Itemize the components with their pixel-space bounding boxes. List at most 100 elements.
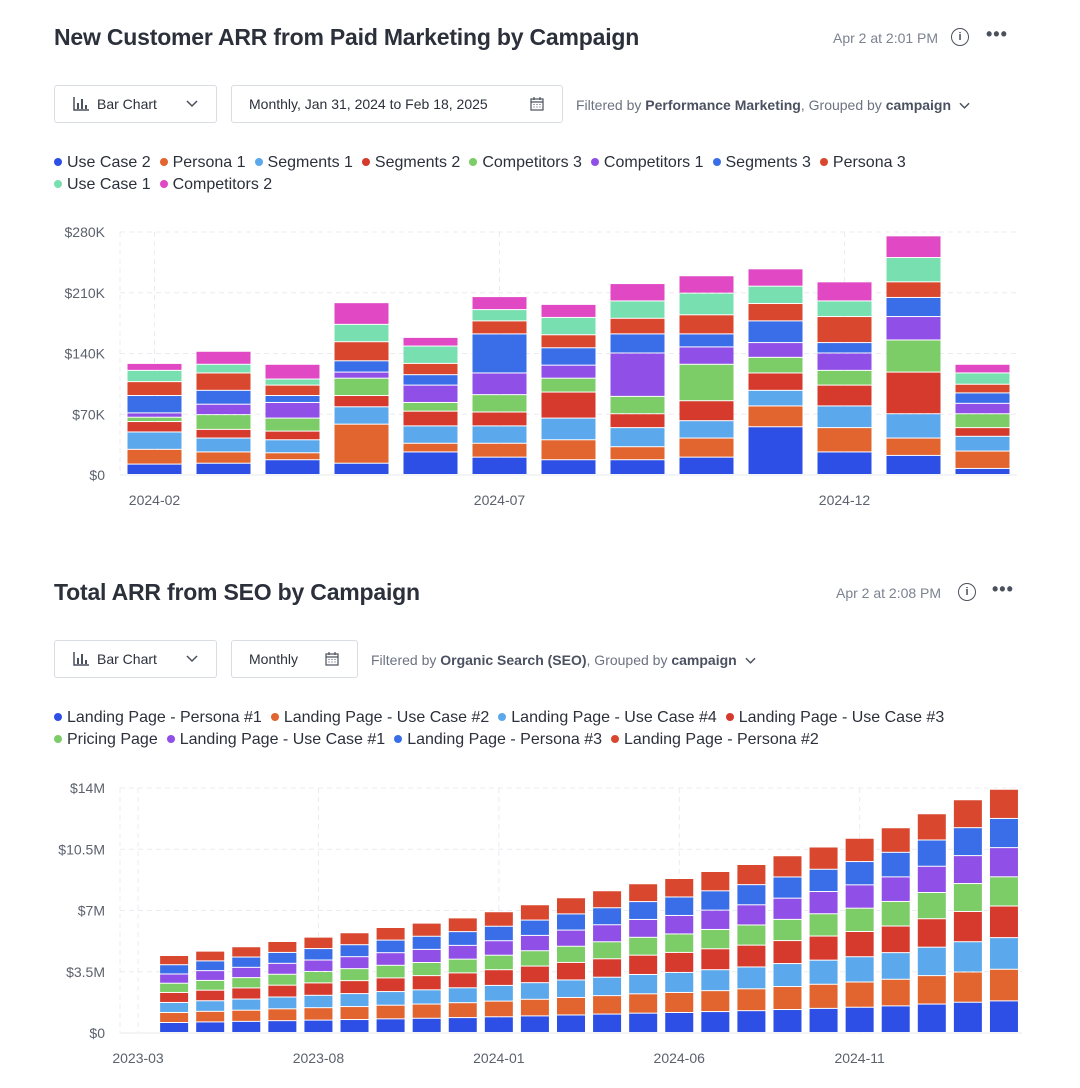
bar-segment[interactable] [541,335,596,348]
bar-segment[interactable] [665,934,694,952]
bar-segment[interactable] [748,321,803,343]
bar-segment[interactable] [610,396,665,414]
bar-segment[interactable] [817,343,872,353]
bar-segment[interactable] [817,301,872,317]
bar-segment[interactable] [881,877,910,901]
bar-segment[interactable] [629,974,658,994]
bar-segment[interactable] [340,1007,369,1020]
bar-segment[interactable] [845,1007,874,1032]
bar-segment[interactable] [334,463,389,474]
bar-segment[interactable] [886,297,941,317]
bar-segment[interactable] [196,429,251,438]
bar-segment[interactable] [334,361,389,372]
bar-segment[interactable] [737,945,766,967]
bar-segment[interactable] [809,1008,838,1032]
bar-segment[interactable] [809,960,838,984]
legend-item[interactable]: Persona 1 [159,152,246,174]
bar-segment[interactable] [520,983,549,999]
bar-segment[interactable] [268,1009,297,1021]
legend-item[interactable]: Segments 1 [254,152,353,174]
bar-segment[interactable] [304,971,333,983]
bar-segment[interactable] [989,877,1018,906]
bar-segment[interactable] [679,438,734,457]
bar-segment[interactable] [232,1010,261,1021]
bar-segment[interactable] [265,431,320,440]
bar-segment[interactable] [196,351,251,364]
bar-segment[interactable] [737,865,766,885]
bar-segment[interactable] [541,317,596,335]
bar-segment[interactable] [541,304,596,317]
bar-segment[interactable] [817,428,872,452]
bar-segment[interactable] [334,342,389,361]
bar-segment[interactable] [845,931,874,957]
bar-segment[interactable] [773,856,802,877]
bar-segment[interactable] [376,940,405,953]
bar-segment[interactable] [196,364,251,373]
bar-segment[interactable] [610,318,665,334]
bar-segment[interactable] [679,457,734,474]
bar-segment[interactable] [304,937,333,949]
bar-segment[interactable] [886,414,941,438]
bar-segment[interactable] [665,992,694,1012]
bar-segment[interactable] [484,970,513,985]
bar-segment[interactable] [748,304,803,321]
legend-item[interactable]: Pricing Page [54,729,158,751]
bar-segment[interactable] [679,315,734,334]
bar-segment[interactable] [955,403,1010,414]
bar-segment[interactable] [127,449,182,464]
bar-segment[interactable] [845,885,874,908]
bar-segment[interactable] [917,976,946,1004]
bar-segment[interactable] [484,1001,513,1017]
bar-segment[interactable] [629,937,658,955]
bar-segment[interactable] [268,974,297,985]
bar-segment[interactable] [484,912,513,926]
bar-segment[interactable] [886,340,941,372]
bar-segment[interactable] [989,938,1018,969]
bar-segment[interactable] [484,955,513,970]
bar-segment[interactable] [953,856,982,884]
legend-item[interactable]: Landing Page - Use Case #3 [725,707,944,729]
bar-segment[interactable] [376,1019,405,1032]
bar-segment[interactable] [953,884,982,911]
bar-segment[interactable] [629,902,658,919]
bar-segment[interactable] [809,869,838,892]
legend-item[interactable]: Landing Page - Use Case #4 [498,707,717,729]
bar-segment[interactable] [520,920,549,935]
bar-segment[interactable] [701,891,730,910]
legend-item[interactable]: Persona 3 [819,152,906,174]
bar-segment[interactable] [701,929,730,949]
bar-segment[interactable] [557,962,585,980]
bar-segment[interactable] [817,385,872,406]
bar-segment[interactable] [520,966,549,983]
bar-segment[interactable] [403,385,458,402]
bar-segment[interactable] [881,828,910,852]
date-range-picker[interactable]: Monthly, Jan 31, 2024 to Feb 18, 2025 [231,85,563,123]
bar-segment[interactable] [629,994,658,1013]
bar-segment[interactable] [232,1021,261,1032]
legend-item[interactable]: Competitors 1 [590,152,704,174]
bar-segment[interactable] [557,914,585,930]
more-options-icon[interactable]: ••• [992,579,1014,599]
bar-segment[interactable] [989,848,1018,877]
bar-segment[interactable] [196,961,225,971]
bar-segment[interactable] [196,404,251,415]
chart-type-dropdown[interactable]: Bar Chart [54,85,217,123]
bar-segment[interactable] [448,988,477,1003]
bar-segment[interactable] [541,418,596,440]
bar-segment[interactable] [989,789,1018,818]
bar-segment[interactable] [886,236,941,258]
bar-segment[interactable] [557,946,585,962]
bar-segment[interactable] [845,908,874,931]
bar-segment[interactable] [160,1002,189,1012]
bar-segment[interactable] [989,969,1018,1001]
bar-segment[interactable] [593,925,622,942]
bar-segment[interactable] [340,957,369,969]
bar-segment[interactable] [472,297,527,310]
bar-segment[interactable] [629,884,658,902]
bar-segment[interactable] [773,877,802,898]
bar-segment[interactable] [472,334,527,373]
bar-segment[interactable] [917,866,946,892]
bar-segment[interactable] [809,936,838,960]
bar-segment[interactable] [127,417,182,422]
bar-segment[interactable] [160,965,189,974]
